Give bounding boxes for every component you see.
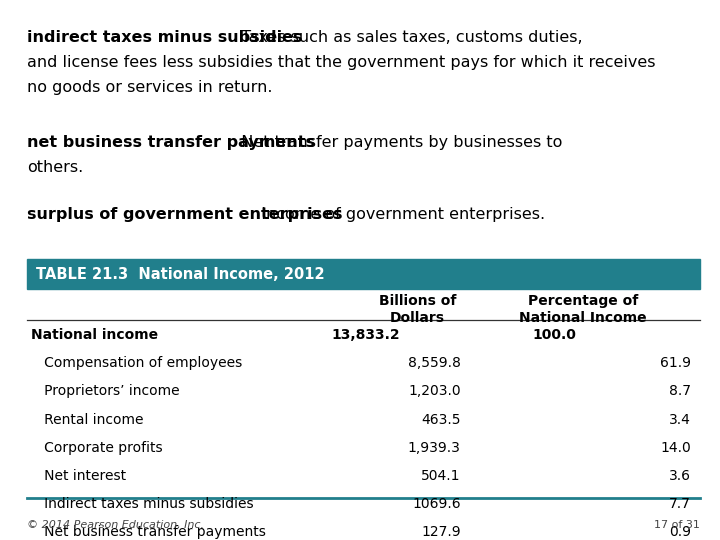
Text: net business transfer payments: net business transfer payments [27, 135, 315, 150]
Text: Billions of
Dollars: Billions of Dollars [379, 294, 456, 325]
Text: Net business transfer payments: Net business transfer payments [31, 525, 266, 539]
Text: 7.7: 7.7 [670, 497, 691, 511]
Text: Percentage of
National Income: Percentage of National Income [519, 294, 647, 325]
Text: Corporate profits: Corporate profits [31, 441, 163, 455]
Text: 463.5: 463.5 [421, 413, 461, 427]
Text: 3.4: 3.4 [670, 413, 691, 427]
Text: Net transfer payments by businesses to: Net transfer payments by businesses to [231, 135, 562, 150]
Text: no goods or services in return.: no goods or services in return. [27, 80, 273, 95]
Text: 1,939.3: 1,939.3 [408, 441, 461, 455]
Text: Compensation of employees: Compensation of employees [31, 356, 242, 370]
Text: 17 of 31: 17 of 31 [654, 520, 700, 530]
Text: and license fees less subsidies that the government pays for which it receives: and license fees less subsidies that the… [27, 55, 656, 70]
Text: surplus of government enterprises: surplus of government enterprises [27, 207, 343, 222]
Text: 1,203.0: 1,203.0 [408, 384, 461, 399]
Text: 127.9: 127.9 [421, 525, 461, 539]
Text: 61.9: 61.9 [660, 356, 691, 370]
Text: 8,559.8: 8,559.8 [408, 356, 461, 370]
Text: Rental income: Rental income [31, 413, 143, 427]
Text: National income: National income [31, 328, 158, 342]
Text: 100.0: 100.0 [533, 328, 577, 342]
Text: TABLE 21.3  National Income, 2012: TABLE 21.3 National Income, 2012 [36, 267, 325, 281]
Text: Proprietors’ income: Proprietors’ income [31, 384, 179, 399]
Text: Indirect taxes minus subsidies: Indirect taxes minus subsidies [31, 497, 253, 511]
Text: 504.1: 504.1 [421, 469, 461, 483]
Text: indirect taxes minus subsidies: indirect taxes minus subsidies [27, 30, 303, 45]
Text: 14.0: 14.0 [660, 441, 691, 455]
Text: 0.9: 0.9 [669, 525, 691, 539]
Text: Taxes such as sales taxes, customs duties,: Taxes such as sales taxes, customs dutie… [231, 30, 582, 45]
Text: 1069.6: 1069.6 [412, 497, 461, 511]
Text: 3.6: 3.6 [669, 469, 691, 483]
Text: © 2014 Pearson Education, Inc.: © 2014 Pearson Education, Inc. [27, 520, 204, 530]
Text: 13,833.2: 13,833.2 [331, 328, 400, 342]
Bar [27, 259, 700, 289]
Text: Income of government enterprises.: Income of government enterprises. [251, 207, 546, 222]
Text: others.: others. [27, 160, 84, 176]
Text: 8.7: 8.7 [669, 384, 691, 399]
Text: Net interest: Net interest [31, 469, 126, 483]
